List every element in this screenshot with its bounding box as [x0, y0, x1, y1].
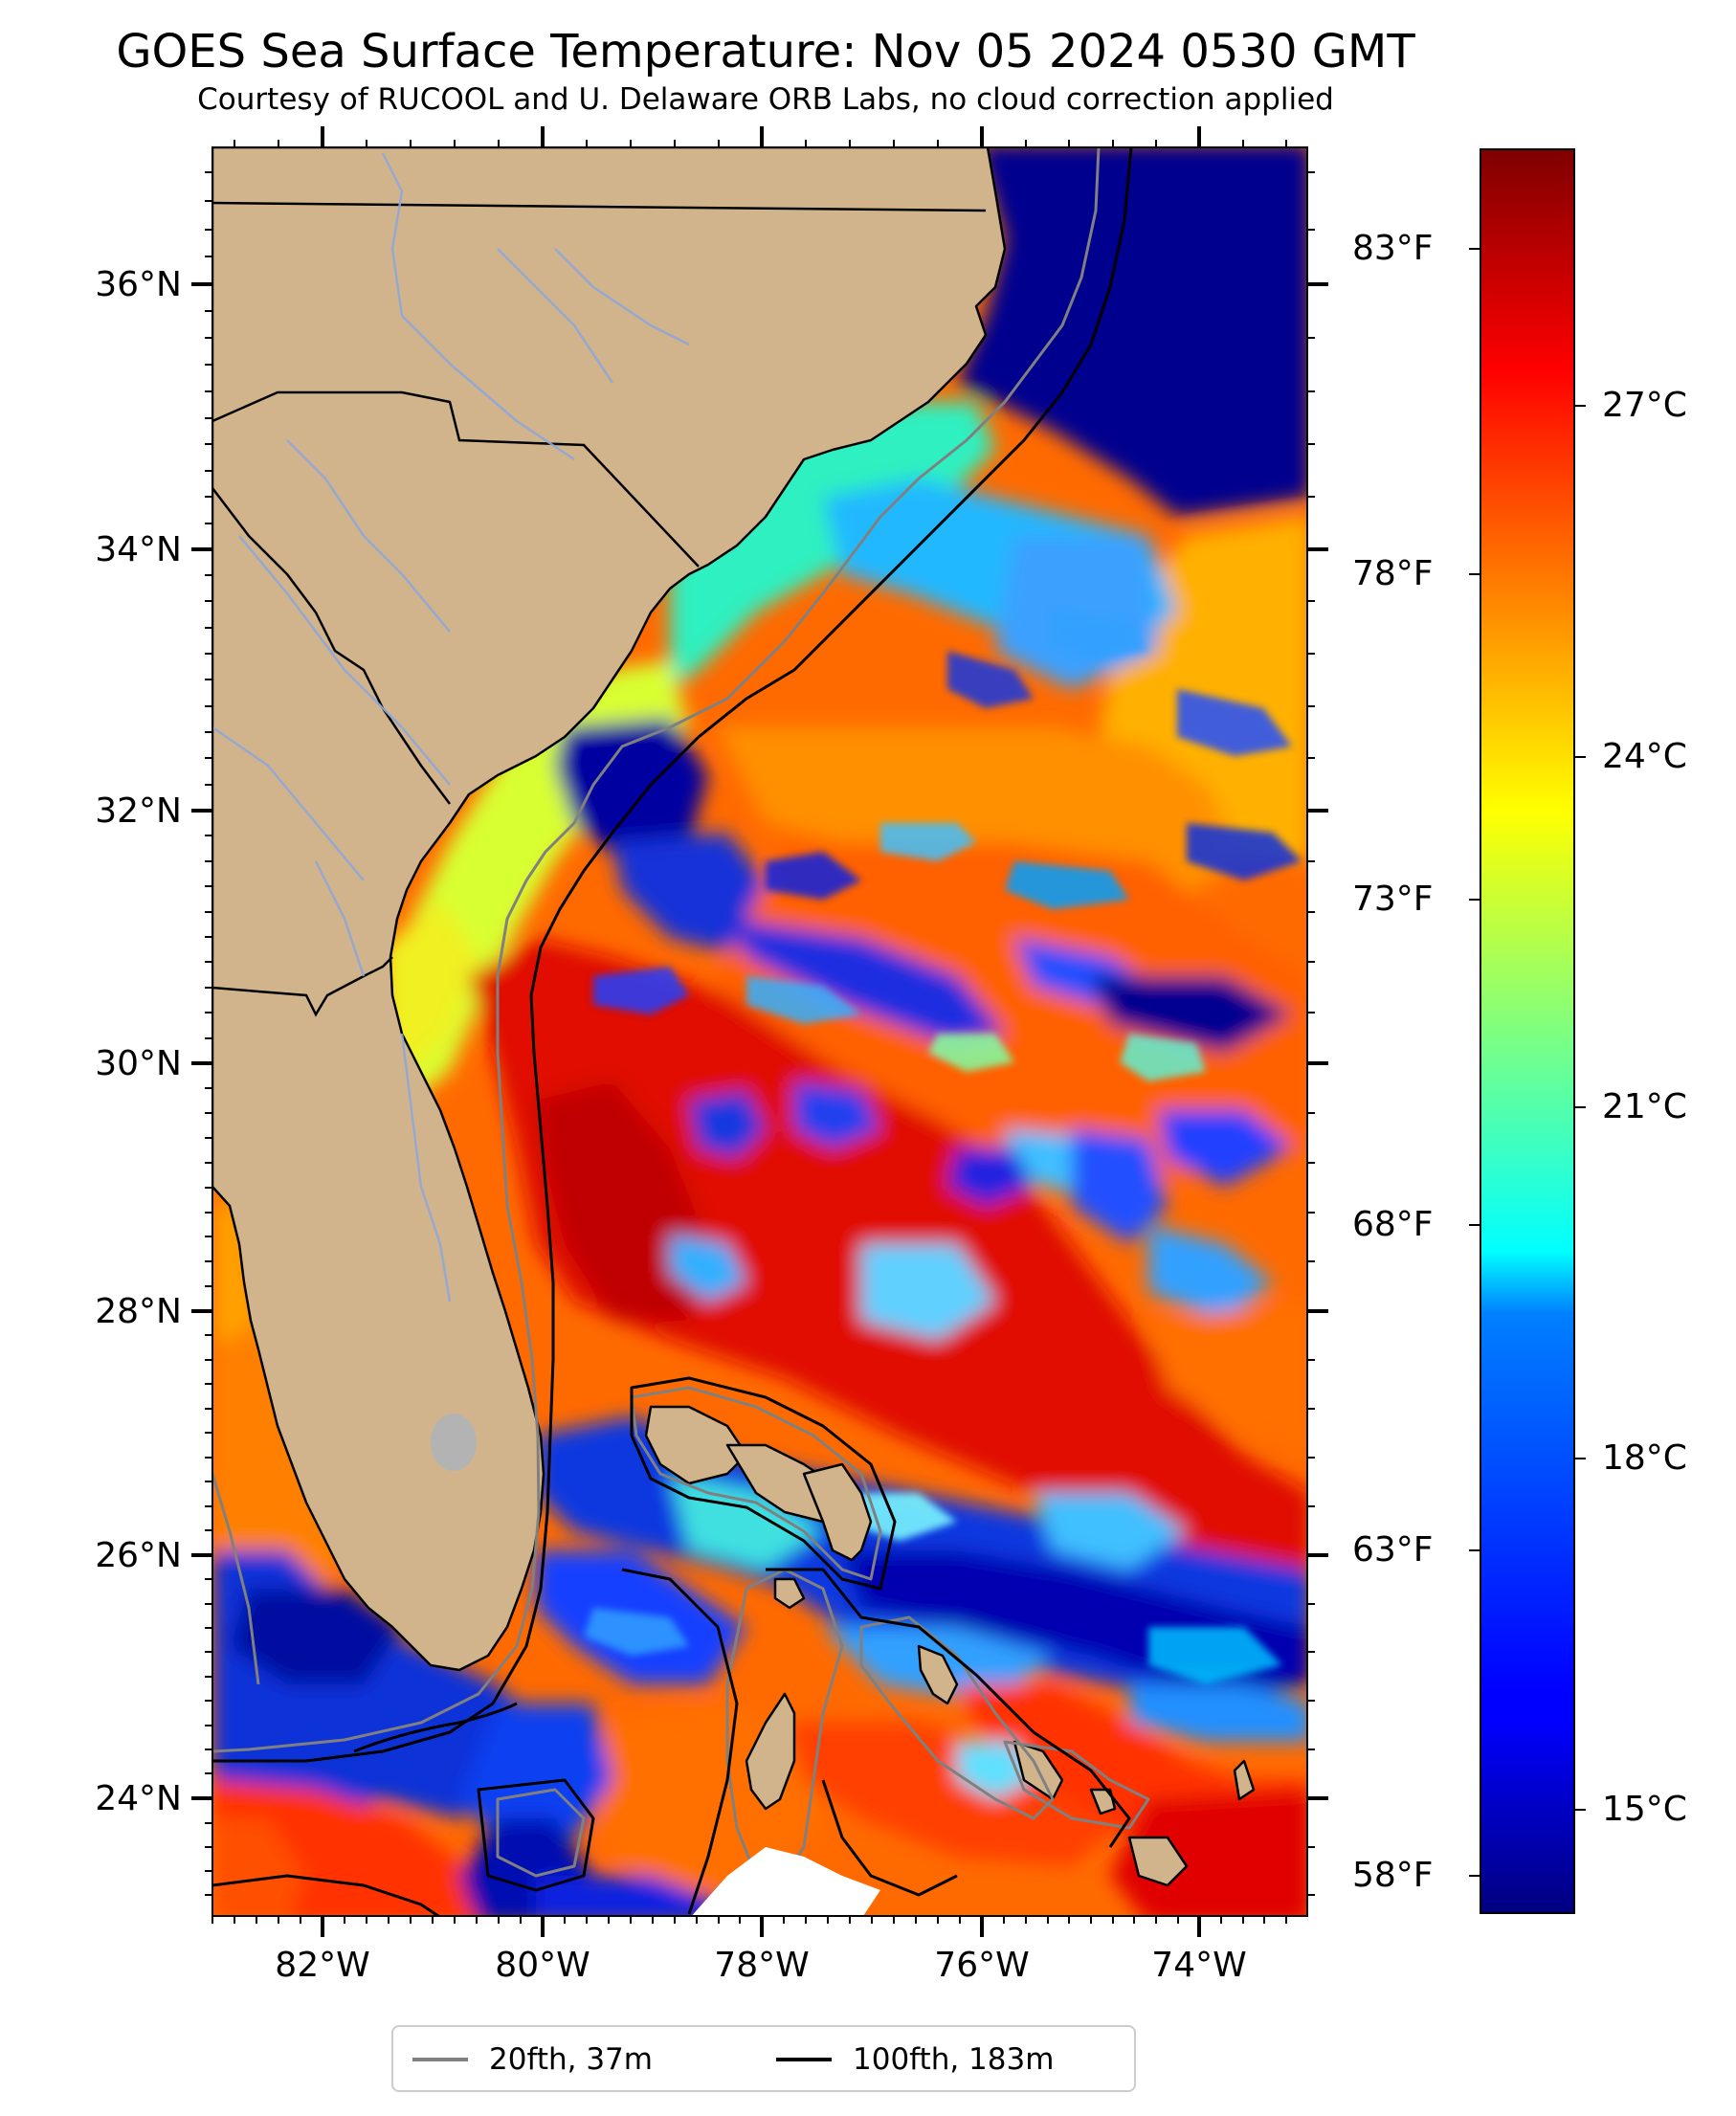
- colorbar-label-73f: 73°F: [1352, 880, 1434, 919]
- lat-ticks-left: [191, 282, 212, 1800]
- lat-label-34n: 34°N: [95, 530, 182, 569]
- colorbar-f-ticks: [1469, 248, 1480, 1877]
- colorbar-label-58f: 58°F: [1352, 1856, 1434, 1895]
- contour-100fth: [212, 147, 1133, 1916]
- contour-legend: 20fth, 37m 100fth, 183m: [391, 2025, 1136, 2092]
- lon-ticks: [321, 126, 1201, 1937]
- lat-minor-ticks: [205, 171, 1315, 1896]
- map-title: GOES Sea Surface Temperature: Nov 05 202…: [116, 25, 1415, 78]
- colorbar-label-78f: 78°F: [1352, 554, 1434, 593]
- contour-20fth: [212, 147, 1150, 1878]
- colorbar-label-21c: 21°C: [1602, 1087, 1687, 1126]
- lat-ticks-right: [1307, 282, 1328, 1800]
- lon-minor-ticks: [211, 140, 1287, 1924]
- no-data-south: [691, 1847, 880, 1916]
- state-borders: [212, 201, 987, 1017]
- colorbar-label-63f: 63°F: [1352, 1530, 1434, 1570]
- lat-label-24n: 24°N: [95, 1779, 182, 1818]
- colorbar-label-83f: 83°F: [1352, 229, 1434, 268]
- legend-swatch-grey: [412, 2058, 468, 2061]
- land-mainland: [212, 147, 1007, 1672]
- map-subtitle: Courtesy of RUCOOL and U. Delaware ORB L…: [197, 82, 1334, 117]
- colorbar: [1480, 148, 1575, 1914]
- colorbar-label-18c: 18°C: [1602, 1438, 1687, 1478]
- lat-label-36n: 36°N: [95, 265, 182, 304]
- legend-item-20fth: 20fth, 37m: [412, 2042, 653, 2077]
- lat-label-28n: 28°N: [95, 1292, 182, 1331]
- lon-label-78w: 78°W: [714, 1946, 810, 1985]
- lat-label-30n: 30°N: [95, 1044, 182, 1083]
- legend-item-100fth: 100fth, 183m: [776, 2042, 1054, 2077]
- lake-okeechobee: [431, 1414, 477, 1471]
- map-area: [212, 147, 1307, 1916]
- florida-keys: [353, 1702, 518, 1753]
- lon-label-82w: 82°W: [275, 1946, 370, 1985]
- legend-label-100fth: 100fth, 183m: [853, 2042, 1055, 2077]
- legend-label-20fth: 20fth, 37m: [489, 2042, 653, 2077]
- legend-swatch-black: [776, 2058, 832, 2061]
- colorbar-label-68f: 68°F: [1352, 1205, 1434, 1244]
- colorbar-c-ticks: [1574, 405, 1586, 1811]
- colorbar-label-15c: 15°C: [1602, 1790, 1687, 1829]
- colorbar-label-24c: 24°C: [1602, 737, 1687, 776]
- lon-label-80w: 80°W: [495, 1946, 590, 1985]
- colorbar-label-27c: 27°C: [1602, 386, 1687, 425]
- lat-label-26n: 26°N: [95, 1536, 182, 1575]
- lon-label-74w: 74°W: [1151, 1946, 1247, 1985]
- rivers: [212, 152, 690, 1303]
- lat-label-32n: 32°N: [95, 791, 182, 831]
- sst-field: [212, 147, 1307, 1916]
- lon-label-76w: 76°W: [934, 1946, 1030, 1985]
